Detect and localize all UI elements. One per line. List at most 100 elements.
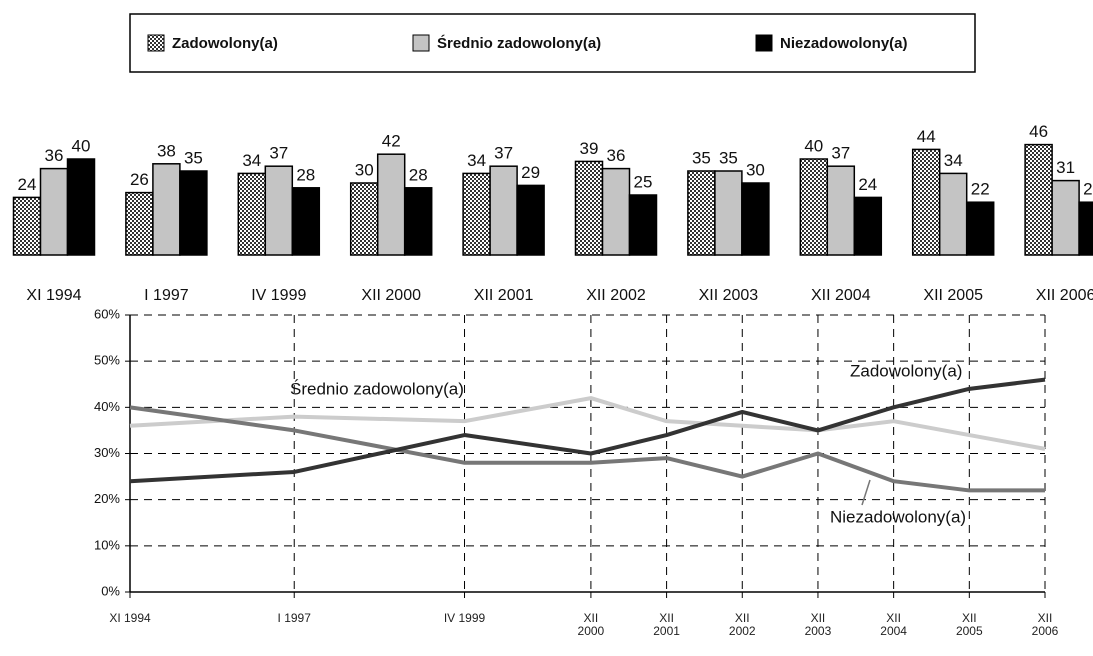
data-label: 22 bbox=[971, 180, 990, 199]
x-tick-label: XII 2005 bbox=[955, 611, 983, 638]
legend-label: Zadowolony(a) bbox=[172, 35, 278, 52]
y-tick-label: 10% bbox=[94, 537, 120, 552]
bar bbox=[1051, 179, 1080, 256]
x-tick-label: I 1997 bbox=[144, 287, 189, 304]
x-tick-label: XII 2003 bbox=[699, 287, 759, 304]
x-tick-label: XII 2004 bbox=[880, 611, 907, 638]
bar bbox=[179, 170, 208, 256]
legend-swatch bbox=[755, 34, 773, 52]
y-tick-label: 0% bbox=[101, 583, 120, 598]
x-tick-label: XII 2002 bbox=[728, 611, 756, 638]
data-label: 34 bbox=[467, 151, 486, 170]
legend-label: Niezadowolony(a) bbox=[780, 35, 908, 52]
x-tick-label: XII 2001 bbox=[474, 287, 534, 304]
x-tick-label: XII 2004 bbox=[811, 287, 871, 304]
x-tick-label: IV 1999 bbox=[443, 611, 486, 625]
data-label: 36 bbox=[45, 146, 64, 165]
bar bbox=[489, 165, 518, 256]
bar bbox=[714, 170, 743, 256]
data-label: 37 bbox=[269, 144, 288, 163]
data-label: 40 bbox=[72, 136, 91, 155]
data-label: 26 bbox=[130, 170, 149, 189]
y-tick-label: 20% bbox=[94, 491, 120, 506]
data-label: 24 bbox=[858, 175, 877, 194]
x-tick-label: XI 1994 bbox=[109, 611, 151, 625]
bar bbox=[741, 182, 770, 256]
data-label: 35 bbox=[184, 148, 203, 167]
bar bbox=[1024, 143, 1053, 256]
x-tick-label: XII 2000 bbox=[577, 611, 605, 638]
data-label: 28 bbox=[296, 165, 315, 184]
x-tick-label: XII 2006 bbox=[1036, 287, 1093, 304]
bar bbox=[12, 196, 42, 256]
bar bbox=[826, 165, 856, 256]
bar bbox=[349, 182, 379, 256]
bar bbox=[125, 191, 154, 256]
bar bbox=[965, 201, 995, 256]
x-tick-label: XII 2005 bbox=[923, 287, 983, 304]
bar bbox=[291, 187, 321, 256]
data-label: 37 bbox=[831, 144, 850, 163]
bar bbox=[376, 153, 406, 256]
data-label: 42 bbox=[382, 132, 401, 151]
y-tick-label: 30% bbox=[94, 445, 120, 460]
y-tick-label: 40% bbox=[94, 399, 120, 414]
data-label: 25 bbox=[634, 172, 653, 191]
data-label: 44 bbox=[917, 127, 936, 146]
x-tick-label: XII 2003 bbox=[804, 611, 832, 638]
bar bbox=[264, 165, 294, 256]
bar bbox=[152, 163, 181, 256]
x-tick-label: XII 2006 bbox=[1031, 611, 1059, 638]
data-label: 29 bbox=[521, 163, 540, 182]
legend-swatch bbox=[412, 34, 430, 52]
bar bbox=[799, 158, 829, 256]
data-label: 34 bbox=[242, 151, 261, 170]
bar bbox=[1078, 201, 1093, 256]
data-label: 30 bbox=[355, 160, 374, 179]
data-label: 40 bbox=[804, 136, 823, 155]
x-tick-label: I 1997 bbox=[277, 611, 311, 625]
bar bbox=[938, 172, 968, 256]
data-label: 22 bbox=[1083, 180, 1093, 199]
y-tick-label: 50% bbox=[94, 353, 120, 368]
data-label: 39 bbox=[580, 139, 599, 158]
legend-box bbox=[129, 13, 976, 73]
data-label: 37 bbox=[494, 144, 513, 163]
bar bbox=[687, 170, 716, 256]
x-tick-label: XII 2000 bbox=[361, 287, 421, 304]
bar bbox=[39, 167, 69, 256]
bar bbox=[601, 167, 631, 256]
data-label: 28 bbox=[409, 165, 428, 184]
bar bbox=[66, 158, 96, 256]
bar bbox=[462, 172, 491, 256]
bar bbox=[516, 184, 545, 256]
series-annotation: Niezadowolony(a) bbox=[830, 507, 966, 526]
series-annotation: Średnio zadowolony(a) bbox=[290, 379, 464, 398]
x-tick-label: IV 1999 bbox=[251, 287, 306, 304]
data-label: 35 bbox=[719, 148, 738, 167]
x-tick-label: XI 1994 bbox=[26, 287, 81, 304]
y-tick-label: 60% bbox=[94, 306, 120, 321]
bar bbox=[628, 194, 658, 256]
bar bbox=[574, 160, 604, 256]
x-tick-label: XII 2002 bbox=[586, 287, 646, 304]
line-series bbox=[129, 377, 1046, 484]
data-label: 46 bbox=[1029, 122, 1048, 141]
legend-label: Średnio zadowolony(a) bbox=[437, 34, 601, 52]
data-label: 38 bbox=[157, 141, 176, 160]
line-series bbox=[129, 405, 1045, 493]
bar bbox=[403, 187, 433, 256]
legend-swatch bbox=[147, 34, 165, 52]
data-label: 31 bbox=[1056, 158, 1075, 177]
x-tick-label: XII 2001 bbox=[653, 611, 680, 638]
data-label: 30 bbox=[746, 160, 765, 179]
series-annotation: Zadowolony(a) bbox=[850, 361, 962, 380]
data-label: 24 bbox=[18, 175, 37, 194]
annotation-pointer bbox=[861, 479, 871, 506]
bar bbox=[911, 148, 941, 256]
bar bbox=[853, 196, 883, 256]
data-label: 35 bbox=[692, 148, 711, 167]
data-label: 34 bbox=[944, 151, 963, 170]
